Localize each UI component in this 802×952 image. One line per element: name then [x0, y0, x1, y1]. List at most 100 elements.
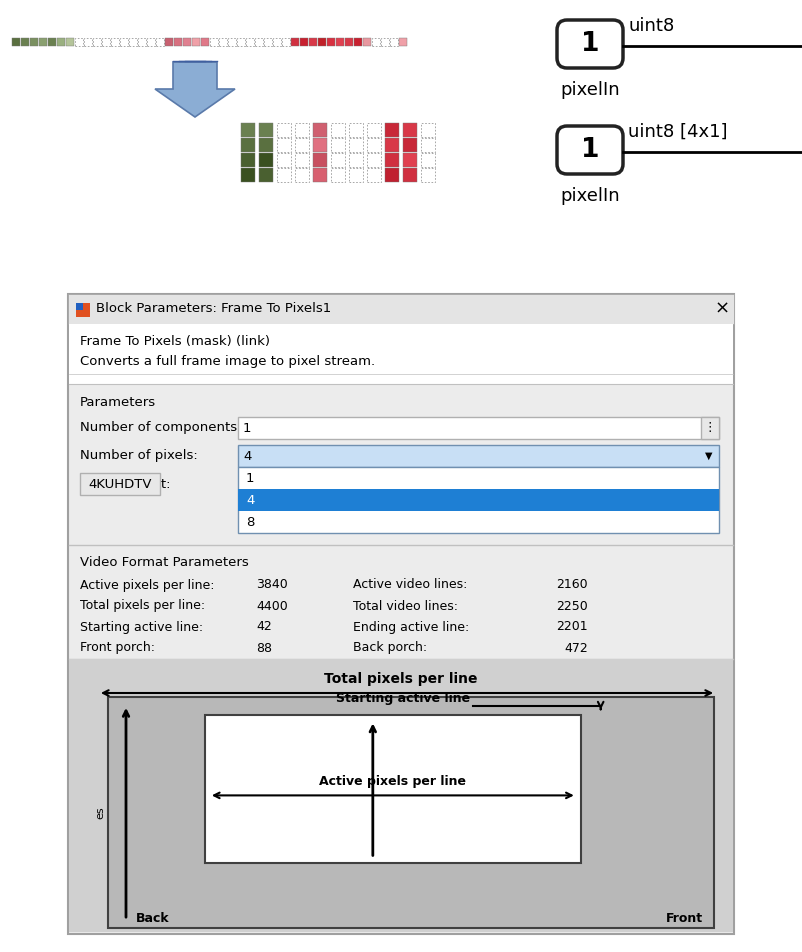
Bar [84, 38, 92, 46]
Bar [255, 38, 263, 46]
Bar [367, 138, 381, 152]
Bar [385, 138, 399, 152]
Bar [367, 168, 381, 182]
Bar [349, 123, 363, 137]
Text: 3840: 3840 [256, 579, 288, 591]
Bar [313, 168, 327, 182]
Bar [403, 138, 417, 152]
Bar [241, 138, 255, 152]
Text: 1: 1 [246, 471, 254, 485]
Bar [295, 168, 309, 182]
Bar [421, 168, 435, 182]
Text: 472: 472 [565, 642, 588, 655]
Bar [219, 38, 227, 46]
Text: Starting active line:: Starting active line: [80, 621, 203, 633]
Bar [282, 38, 290, 46]
Bar [68, 294, 734, 324]
Bar [345, 38, 353, 46]
Text: 4400: 4400 [256, 600, 288, 612]
Bar [349, 168, 363, 182]
Text: ×: × [715, 300, 730, 318]
Bar [76, 303, 83, 310]
Text: 4KUHDTV: 4KUHDTV [88, 478, 152, 490]
Bar [201, 38, 209, 46]
Bar [238, 445, 719, 467]
Text: Active pixels per line:: Active pixels per line: [80, 579, 214, 591]
Bar [295, 123, 309, 137]
Bar [277, 168, 291, 182]
Text: uint8: uint8 [628, 17, 674, 35]
Text: Frame To Pixels (mask) (link): Frame To Pixels (mask) (link) [80, 335, 270, 348]
Bar [39, 38, 47, 46]
Bar [349, 153, 363, 167]
Text: Converts a full frame image to pixel stream.: Converts a full frame image to pixel str… [80, 355, 375, 368]
Bar [421, 123, 435, 137]
Bar [259, 168, 273, 182]
Text: Back: Back [136, 911, 170, 924]
Bar [381, 38, 389, 46]
Text: Ending active line:: Ending active line: [353, 621, 469, 633]
Text: 4: 4 [243, 449, 251, 463]
Bar [295, 138, 309, 152]
Bar [21, 38, 29, 46]
Bar [246, 38, 254, 46]
Text: 2201: 2201 [557, 621, 588, 633]
Bar [421, 138, 435, 152]
Bar [300, 38, 308, 46]
Bar [264, 38, 272, 46]
Text: Number of components:: Number of components: [80, 422, 241, 434]
Text: Total pixels per line:: Total pixels per line: [80, 600, 205, 612]
Text: 8: 8 [246, 515, 254, 528]
Bar [75, 38, 83, 46]
Bar [76, 303, 90, 317]
FancyBboxPatch shape [557, 20, 623, 68]
Bar [93, 38, 101, 46]
Bar [367, 153, 381, 167]
Bar [57, 38, 65, 46]
Bar [228, 38, 236, 46]
Bar [238, 467, 719, 533]
Text: Front porch:: Front porch: [80, 642, 155, 655]
Bar [399, 38, 407, 46]
Bar [277, 138, 291, 152]
Bar [403, 153, 417, 167]
Text: 1: 1 [581, 31, 599, 57]
Bar [241, 153, 255, 167]
Text: Video format:: Video format: [80, 478, 171, 490]
Bar [390, 38, 398, 46]
Bar [241, 168, 255, 182]
Text: Front: Front [666, 911, 703, 924]
Text: Number of pixels:: Number of pixels: [80, 449, 198, 463]
Text: pixelIn: pixelIn [560, 187, 620, 205]
Bar [259, 123, 273, 137]
Text: Active pixels per line: Active pixels per line [319, 775, 466, 788]
Bar [421, 153, 435, 167]
Bar [183, 38, 191, 46]
Bar [68, 294, 734, 934]
Bar [313, 153, 327, 167]
Text: es: es [95, 806, 105, 819]
Text: uint8 [4x1]: uint8 [4x1] [628, 123, 727, 141]
Bar [48, 38, 56, 46]
Bar [363, 38, 371, 46]
Text: 2160: 2160 [557, 579, 588, 591]
Text: Total pixels per line: Total pixels per line [324, 672, 478, 686]
Bar [349, 138, 363, 152]
Bar [69, 324, 733, 384]
Text: 1: 1 [243, 422, 252, 434]
Text: 42: 42 [256, 621, 272, 633]
Bar [237, 38, 245, 46]
Bar [238, 489, 719, 511]
Bar [111, 38, 119, 46]
Bar [331, 168, 345, 182]
Bar [156, 38, 164, 46]
Text: Active video lines:: Active video lines: [353, 579, 468, 591]
Bar [259, 153, 273, 167]
Text: 2250: 2250 [557, 600, 588, 612]
Bar [174, 38, 182, 46]
Bar [701, 417, 719, 439]
Bar [318, 38, 326, 46]
Bar [241, 123, 255, 137]
Bar [129, 38, 137, 46]
Text: ▼: ▼ [705, 451, 713, 461]
